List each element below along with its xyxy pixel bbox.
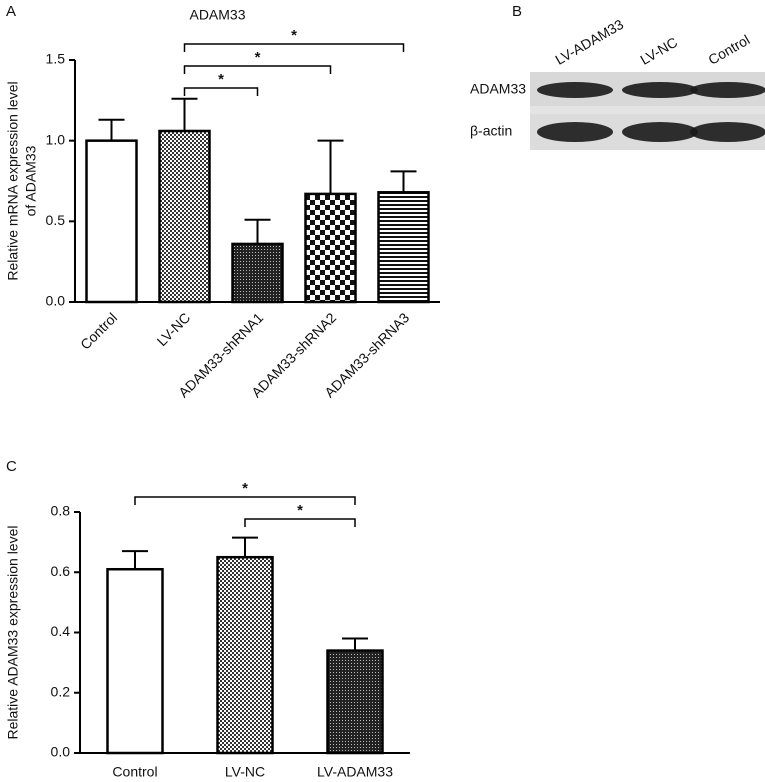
panel-label: C: [6, 458, 17, 475]
bar: [231, 242, 284, 304]
panel-label: A: [6, 3, 16, 20]
y-tick-label: 1.5: [46, 51, 66, 67]
bar: [216, 555, 274, 755]
significance-bracket: [183, 43, 405, 52]
band: [537, 82, 613, 98]
error-bar: [317, 139, 344, 194]
bar: [304, 192, 357, 304]
chart-title: ADAM33: [189, 7, 245, 23]
error-bar: [171, 97, 198, 131]
y-tick-label: 0.5: [46, 212, 66, 228]
lane-label: Control: [705, 31, 752, 67]
error-bar: [98, 118, 125, 141]
x-tick-label: Control: [77, 309, 120, 352]
error-bar: [342, 637, 368, 651]
y-axis-label: of ADAM33: [23, 145, 39, 216]
lane-label: LV-ADAM33: [552, 16, 626, 68]
band: [622, 82, 698, 98]
y-tick-label: 1.0: [46, 131, 66, 147]
x-tick-label: LV-NC: [153, 309, 193, 349]
significance-label: *: [291, 27, 297, 44]
band: [622, 122, 698, 142]
y-tick-label: 0.2: [51, 683, 71, 699]
error-bar: [244, 218, 271, 244]
panel-label: B: [512, 3, 522, 20]
significance-label: *: [242, 480, 248, 497]
y-tick-label: 0.0: [51, 744, 71, 760]
significance-label: *: [255, 49, 261, 66]
band: [537, 122, 613, 142]
row-label: ADAM33: [470, 81, 526, 97]
error-bar: [232, 536, 258, 558]
error-bar: [122, 550, 148, 570]
y-tick-label: 0.0: [46, 293, 66, 309]
significance-label: *: [218, 71, 224, 88]
bar: [377, 191, 430, 304]
x-tick-label: LV-NC: [225, 764, 265, 780]
y-tick-label: 0.4: [51, 623, 71, 639]
y-axis-label: Relative ADAM33 expression level: [5, 526, 21, 740]
lane-label: LV-NC: [637, 34, 680, 68]
y-tick-label: 0.8: [51, 503, 71, 519]
significance-bracket: [134, 496, 356, 505]
error-bar: [390, 170, 417, 193]
significance-bracket: [183, 87, 259, 96]
bar: [106, 567, 164, 755]
band: [690, 82, 765, 98]
significance-bracket: [244, 518, 356, 527]
significance-label: *: [297, 502, 303, 519]
x-tick-label: LV-ADAM33: [317, 764, 393, 780]
x-tick-label: Control: [112, 764, 157, 780]
band: [690, 122, 765, 142]
y-axis-label: Relative mRNA expression level: [5, 81, 21, 280]
y-tick-label: 0.6: [51, 563, 71, 579]
significance-bracket: [183, 65, 332, 74]
row-label: β-actin: [470, 123, 512, 139]
bar: [158, 129, 211, 304]
bar: [326, 649, 384, 755]
bar: [85, 139, 138, 304]
